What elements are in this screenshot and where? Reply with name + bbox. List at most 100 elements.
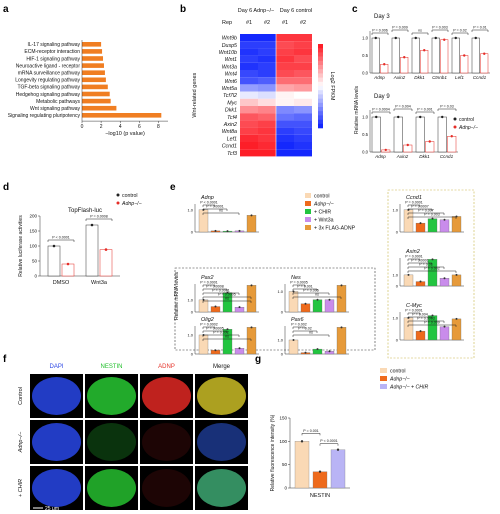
e-bar (451, 274, 462, 287)
f-column-header: ADNP (158, 364, 175, 370)
day9-chart-bar-control (415, 116, 425, 153)
gene-label: Wnt10b (219, 50, 237, 56)
d-title: TopFlash-luc (68, 208, 102, 214)
day3-chart-pvalue-label: P = 0.006 (372, 29, 387, 33)
day3-chart-point-ko (423, 49, 426, 52)
gene-label: Lef1 (227, 136, 237, 142)
e-bar (451, 216, 462, 233)
heatmap-cell (258, 62, 276, 70)
day9-chart-point-control (375, 115, 378, 119)
e-bar (439, 326, 450, 341)
c-y-axis-title: Relative mRNA levels (354, 85, 360, 134)
rep-label: Rep (222, 20, 232, 26)
heatmap-cell (240, 77, 258, 85)
day3-chart-bar-ko (400, 57, 409, 74)
day9-chart-pvalue-label: P = 0.0004 (372, 108, 389, 112)
e-pvalue-label: ns (315, 293, 319, 297)
heatmap-cell (258, 91, 276, 99)
day3-chart-point-control (454, 36, 457, 40)
e-pvalue-label: P = 0.0001 (411, 259, 428, 263)
x-tick-label: 8 (157, 124, 160, 130)
e-bar (415, 222, 426, 233)
e-point (316, 298, 319, 301)
heatmap-cell (240, 149, 258, 157)
x-axis-title: NESTIN (310, 493, 330, 499)
pvalue-label: P < 0.0001 (52, 236, 69, 240)
day3-chart-bar-ko (440, 39, 449, 74)
day3-chart-pvalue-bracket (471, 29, 489, 32)
e-point (340, 284, 343, 287)
e-point (407, 273, 410, 276)
colorbar-step (318, 69, 323, 74)
e-pvalue-bracket (202, 330, 228, 333)
e-pvalue-bracket (407, 262, 433, 265)
day3-chart-point-control (394, 36, 397, 40)
y-tick-label: 50 (282, 462, 288, 467)
day3-chart-category-label: Ccnd1 (473, 75, 487, 80)
gene-label: Wnt6 (225, 79, 237, 85)
day3-chart-bar-ko (460, 55, 469, 74)
e-pvalue-bracket (292, 296, 342, 299)
legend-swatch (380, 384, 387, 389)
heatmap-cell (240, 91, 258, 99)
heatmap-cell (276, 98, 294, 106)
heatmap-cell (294, 55, 312, 63)
e-point (419, 280, 422, 283)
day3-chart-category-label: Adnp (373, 75, 385, 80)
heatmap-cell (258, 48, 276, 56)
e-point (328, 350, 331, 353)
legend-swatch (380, 376, 387, 381)
e-point (214, 229, 217, 232)
x-tick-label: 4 (119, 124, 122, 130)
heatmap-cell (276, 41, 294, 49)
day3-chart-pvalue-label: ns (418, 29, 422, 33)
e-pvalue-bracket (202, 204, 216, 207)
g-bar (294, 441, 310, 489)
day9-chart-tick-label: 0.5 (362, 132, 368, 137)
e-bar (246, 285, 257, 313)
day3-chart-point-ko (443, 38, 446, 41)
e-pvalue-label: P = 0.0001 (405, 309, 422, 313)
colorbar-step (318, 111, 323, 116)
heatmap-cell (240, 41, 258, 49)
heatmap-cell (258, 127, 276, 135)
heatmap-cell (258, 142, 276, 150)
e-pvalue-label: P = 0.02 (298, 327, 311, 331)
day3-chart-pvalue-label: P = 0.01 (473, 26, 486, 30)
day3-chart-bar-control (451, 37, 460, 74)
e-subplot-title: Olig2 (201, 317, 214, 323)
legend-label: Adnp−/− (389, 377, 410, 383)
pathway-bar (82, 77, 106, 83)
heatmap-cell (276, 142, 294, 150)
e-tick-label: 1.0 (392, 272, 398, 277)
heatmap-cell (276, 91, 294, 99)
pathway-label: ECM-receptor interaction (24, 49, 80, 55)
e-pvalue-label: P = 0.002 (424, 267, 439, 271)
e-pvalue-label: ns (225, 335, 229, 339)
micrograph-signal (197, 423, 246, 461)
day9-chart-pvalue-label: P = 0.004 (395, 105, 410, 109)
e-bar (336, 327, 347, 355)
panel-label-e: e (170, 182, 176, 193)
e-pvalue-bracket (407, 216, 457, 219)
colorbar-step (318, 81, 323, 87)
heatmap-title-right: Day 6 control (280, 8, 312, 14)
e-point (455, 317, 458, 320)
e-tick-label: 0 (191, 230, 194, 235)
e-pvalue-bracket (407, 208, 433, 211)
day9-chart-category-label: Axin2 (396, 154, 409, 159)
bar-ko (61, 263, 75, 277)
heatmap-cell (276, 149, 294, 157)
e-bar (300, 303, 311, 313)
e-subplot-title: Nes (291, 275, 301, 281)
e-point (419, 222, 422, 225)
rep-column-label: #2 (300, 20, 306, 26)
e-tick-label: 0 (281, 352, 284, 357)
day9-chart-pvalue-bracket (437, 108, 457, 111)
heatmap-cell (240, 84, 258, 92)
day9-chart-pvalue-bracket (371, 111, 391, 114)
day3-chart-bar-ko (380, 64, 389, 74)
heatmap-cell (240, 127, 258, 135)
micrograph-signal (142, 377, 191, 415)
